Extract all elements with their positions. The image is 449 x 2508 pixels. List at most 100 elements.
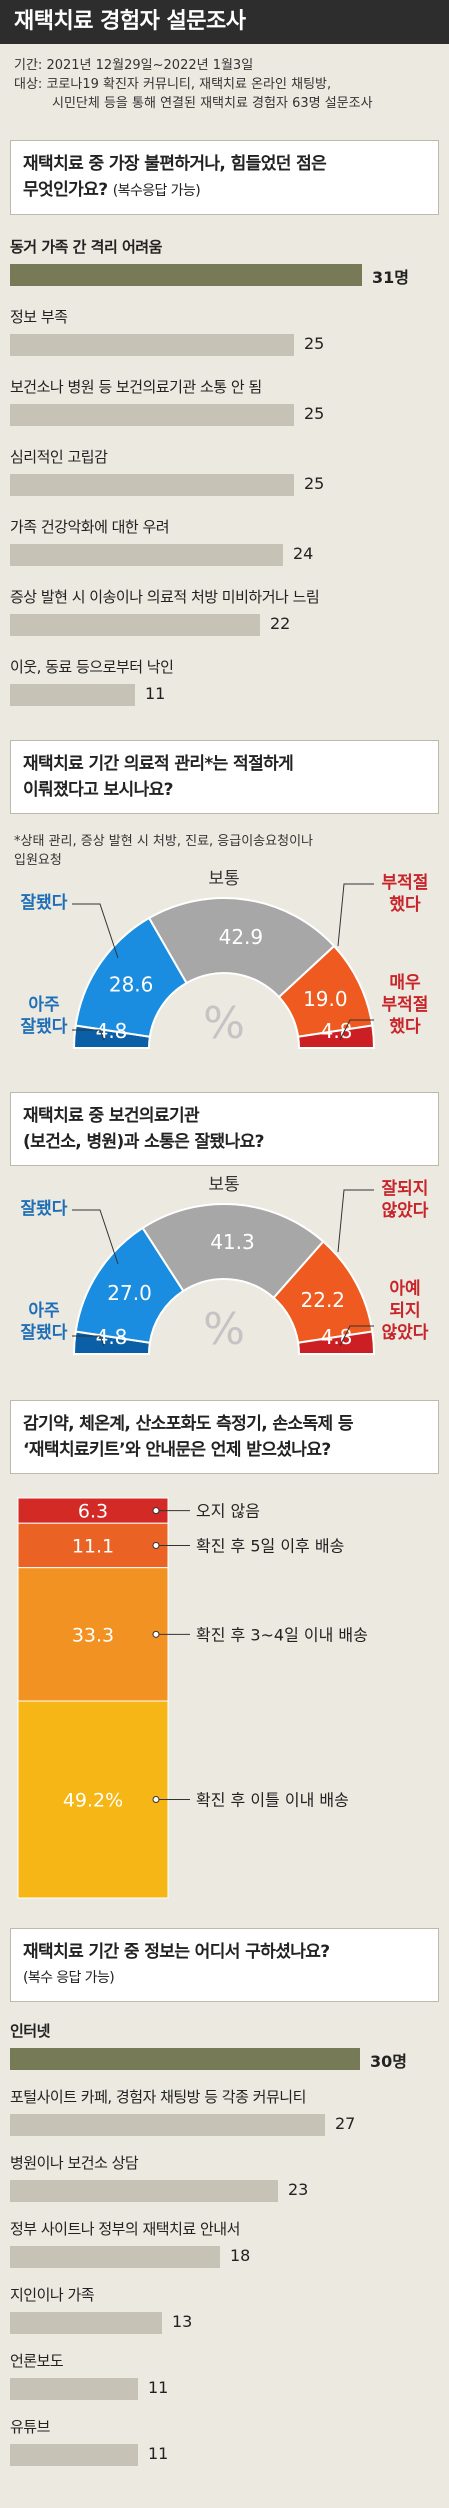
bar [10, 2246, 220, 2268]
question-3-line1: 재택치료 중 보건의료기관 [23, 1106, 200, 1126]
donut-slice [147, 897, 336, 999]
slice-category-label: 아주 잘됐다 [21, 1301, 68, 1343]
bar-category-label: 정부 사이트나 정부의 재택치료 안내서 [10, 2220, 240, 2238]
bar-value-label: 11 [145, 684, 166, 703]
bar-value-label: 24 [293, 544, 314, 563]
question-5-line1: 재택치료 기간 중 정보는 어디서 구하셨나요? [23, 1942, 330, 1962]
stack-value-label: 11.1 [72, 1535, 114, 1557]
bar-value-label: 18 [230, 2246, 251, 2265]
donut-slice [297, 1330, 376, 1355]
page-title: 재택치료 경험자 설문조사 [0, 0, 449, 44]
bar-category-label: 보건소나 병원 등 보건의료기관 소통 안 됨 [10, 378, 262, 396]
question-2-line2: 이뤄졌다고 보시나요? [23, 780, 174, 800]
slice-value-label: 42.9 [219, 925, 264, 949]
question-4-line2: ‘재택치료키트’와 안내문은 언제 받으셨나요? [23, 1440, 331, 1460]
bar [10, 2444, 138, 2466]
stack-category-label: 오지 않음 [196, 1502, 260, 1521]
bar [10, 334, 294, 356]
slice-value-label: 4.8 [321, 1325, 353, 1349]
donut-slice [297, 1024, 376, 1049]
footnote-line2: 입원요청 [14, 853, 62, 868]
bar-category-label: 포털사이트 카페, 경험자 채팅방 등 각종 커뮤니티 [10, 2088, 306, 2106]
slice-value-label: 28.6 [109, 973, 154, 997]
question-4-line1: 감기약, 체온계, 산소포화도 측정기, 손소독제 등 [23, 1414, 354, 1434]
bar-value-label: 22 [270, 614, 291, 633]
bar-value-label: 11 [148, 2444, 169, 2463]
question-5-sub: (복수 응답 가능) [23, 1970, 115, 1986]
slice-value-label: 19.0 [303, 987, 348, 1011]
question-1-box: 재택치료 중 가장 불편하거나, 힘들었던 점은 무엇인가요? (복수응답 가능… [10, 140, 439, 215]
stack-category-label: 확진 후 이틀 이내 배송 [196, 1791, 349, 1810]
bar [10, 404, 294, 426]
bar-value-label: 27 [335, 2114, 356, 2133]
bar [10, 2180, 278, 2202]
stack-category-label: 확진 후 5일 이후 배송 [196, 1536, 344, 1555]
period-label: 기간: [14, 58, 43, 73]
slice-category-label: 잘됐다 [21, 1198, 68, 1219]
bar [10, 2114, 325, 2136]
stack-category-label: 확진 후 3~4일 이내 배송 [196, 1625, 368, 1644]
stack-segment [17, 1700, 169, 1899]
bar-category-label: 정보 부족 [10, 308, 68, 326]
bar [10, 2048, 360, 2070]
slice-category-label: 부적절 했다 [382, 872, 429, 915]
bar-category-label: 언론보도 [10, 2352, 64, 2370]
slice-category-label: 매우 부적절 했다 [382, 973, 429, 1037]
bar-category-label: 지인이나 가족 [10, 2286, 95, 2304]
slice-category-label: 아예 되지 않았다 [382, 1279, 429, 1343]
slice-value-label: 22.2 [301, 1288, 346, 1312]
bar-category-label: 동거 가족 간 격리 어려움 [10, 238, 162, 256]
bar [10, 2312, 162, 2334]
bar [10, 544, 283, 566]
bar-value-label: 25 [304, 404, 325, 423]
survey-meta: 기간: 2021년 12월29일~2022년 1월3일 대상: 코로나19 확진… [14, 56, 439, 113]
donut-slice [141, 1203, 325, 1300]
bar [10, 614, 260, 636]
slice-value-label: 4.8 [321, 1019, 353, 1043]
question-4-box: 감기약, 체온계, 산소포화도 측정기, 손소독제 등 ‘재택치료키트’와 안내… [10, 1400, 439, 1474]
question-2-line1: 재택치료 기간 의료적 관리*는 적절하게 [23, 754, 294, 774]
bar-value-label: 25 [304, 474, 325, 493]
bar [10, 684, 135, 706]
slice-category-label: 잘됐다 [21, 892, 68, 913]
question-5-box: 재택치료 기간 중 정보는 어디서 구하셨나요? (복수 응답 가능) [10, 1928, 439, 2002]
slice-value-label: 41.3 [210, 1230, 255, 1254]
bar-category-label: 병원이나 보건소 상담 [10, 2154, 139, 2172]
stack-segment [17, 1497, 169, 1524]
subject-value-2: 시민단체 등을 통해 연결된 재택치료 경험자 63명 설문조사 [52, 96, 373, 111]
stack-segment [17, 1522, 169, 1569]
bar-value-label: 25 [304, 334, 325, 353]
footnote-line1: *상태 관리, 증상 발현 시 처방, 진료, 응급이송요청이나 [14, 834, 313, 849]
bar-category-label: 유튜브 [10, 2418, 50, 2436]
bar-value-label: 30명 [370, 2052, 407, 2071]
bar-category-label: 가족 건강악화에 대한 우려 [10, 518, 170, 536]
question-3-line2: (보건소, 병원)과 소통은 잘됐나요? [23, 1132, 265, 1152]
slice-category-label: 잘되지 않았다 [382, 1178, 429, 1221]
bar-value-label: 23 [288, 2180, 309, 2199]
bar-value-label: 11 [148, 2378, 169, 2397]
bar-value-label: 13 [172, 2312, 193, 2331]
period-value: 2021년 12월29일~2022년 1월3일 [46, 58, 254, 73]
bar [10, 264, 362, 286]
slice-value-label: 27.0 [107, 1281, 152, 1305]
bar-value-label: 31명 [372, 268, 409, 287]
question-2-footnote: *상태 관리, 증상 발현 시 처방, 진료, 응급이송요청이나 입원요청 [14, 832, 439, 870]
stack-value-label: 6.3 [78, 1501, 108, 1523]
question-1-sub: (복수응답 가능) [112, 183, 201, 199]
stack-segment [17, 1567, 169, 1702]
bar-category-label: 인터넷 [10, 2022, 50, 2040]
stack-value-label: 33.3 [72, 1624, 114, 1646]
bar-category-label: 증상 발현 시 이송이나 의료적 처방 미비하거나 느림 [10, 588, 320, 606]
question-1-line1: 재택치료 중 가장 불편하거나, 힘들었던 점은 [23, 154, 327, 174]
question-3-box: 재택치료 중 보건의료기관 (보건소, 병원)과 소통은 잘됐나요? [10, 1092, 439, 1166]
subject-value-1: 코로나19 확진자 커뮤니티, 재택치료 온라인 채팅방, [46, 77, 332, 92]
stack-value-label: 49.2% [63, 1790, 123, 1812]
slice-category-label: 보통 [208, 870, 239, 889]
chart-kit-delivery: 6.3 오지 않음 11.1 확진 후 5일 이후 배송 33.3 확진 후 3~4일 이… [17, 1497, 368, 1899]
center-unit-label: % [203, 998, 245, 1049]
question-2-box: 재택치료 기간 의료적 관리*는 적절하게 이뤄졌다고 보시나요? [10, 740, 439, 814]
